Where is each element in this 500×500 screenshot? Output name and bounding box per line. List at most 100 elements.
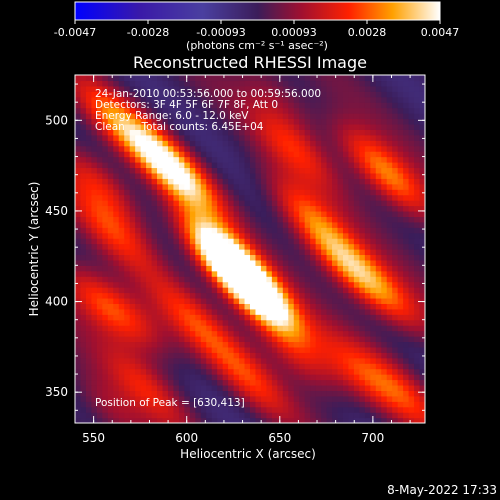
heatmap-cell [157, 303, 164, 310]
heatmap-cell [260, 330, 268, 337]
heatmap-cell [250, 167, 257, 174]
heatmap-cell [157, 379, 164, 386]
heatmap-cell [244, 227, 251, 234]
heatmap-cell [228, 221, 235, 228]
heatmap-cell [370, 357, 377, 364]
heatmap-cell [151, 357, 158, 364]
heatmap-cell [315, 172, 322, 179]
heatmap-cell [173, 401, 180, 408]
heatmap-cell [332, 417, 339, 423]
heatmap-cell [266, 406, 273, 413]
heatmap-cell [222, 308, 229, 315]
heatmap-cell [135, 216, 142, 223]
heatmap-cell [222, 341, 229, 348]
heatmap-cell [222, 406, 229, 413]
heatmap-cell [266, 178, 273, 185]
heatmap-cell [140, 91, 147, 98]
heatmap-cell [233, 140, 240, 147]
heatmap-cell [80, 113, 87, 120]
heatmap-cell [75, 412, 82, 419]
heatmap-cell [397, 330, 404, 337]
heatmap-cell [282, 395, 289, 402]
heatmap-cell [392, 406, 399, 413]
heatmap-cell [146, 390, 153, 397]
heatmap-cell [157, 200, 164, 207]
heatmap-cell [364, 80, 371, 87]
heatmap-cell [332, 145, 339, 152]
colorbar [74, 1, 441, 21]
heatmap-cell [342, 178, 350, 185]
heatmap-cell [75, 200, 82, 207]
heatmap-cell [414, 308, 421, 315]
heatmap-cell [282, 287, 289, 294]
heatmap-cell [381, 276, 388, 283]
heatmap-cell [195, 287, 202, 294]
heatmap-cell [206, 216, 213, 223]
heatmap-cell [260, 412, 268, 419]
heatmap-cell [135, 363, 142, 370]
heatmap-cell [206, 75, 213, 82]
heatmap-cell [206, 107, 213, 114]
heatmap-cell [288, 205, 295, 212]
heatmap-cell [321, 406, 328, 413]
heatmap-cell [370, 379, 377, 386]
heatmap-cell [151, 292, 158, 299]
heatmap-cell [102, 205, 109, 212]
heatmap-cell [146, 194, 153, 201]
heatmap-cell [364, 292, 371, 299]
heatmap-cell [200, 325, 207, 332]
heatmap-cell [113, 325, 120, 332]
heatmap-cell [250, 151, 257, 158]
heatmap-cell [118, 210, 125, 217]
heatmap-cell [370, 314, 377, 321]
heatmap-cell [375, 341, 382, 348]
heatmap-cell [288, 276, 295, 283]
heatmap-cell [75, 287, 82, 294]
heatmap-cell [140, 379, 147, 386]
heatmap-cell [178, 281, 185, 288]
heatmap-cell [129, 145, 136, 152]
heatmap-cell [304, 368, 311, 375]
heatmap-cell [118, 417, 125, 423]
heatmap-cell [381, 287, 388, 294]
heatmap-cell [184, 91, 191, 98]
heatmap-cell [80, 194, 87, 201]
heatmap-cell [310, 395, 317, 402]
heatmap-cell [348, 140, 355, 147]
heatmap-cell [140, 401, 147, 408]
heatmap-cell [370, 265, 377, 272]
heatmap-cell [288, 368, 295, 375]
heatmap-cell [381, 384, 388, 391]
heatmap-cell [370, 227, 377, 234]
heatmap-cell [173, 412, 180, 419]
heatmap-cell [140, 80, 147, 87]
heatmap-cell [206, 270, 213, 277]
heatmap-cell [200, 118, 207, 125]
heatmap-cell [228, 259, 235, 266]
heatmap-cell [271, 276, 278, 283]
heatmap-cell [321, 259, 328, 266]
heatmap-cell [364, 363, 371, 370]
heatmap-cell [195, 357, 202, 364]
heatmap-cell [195, 183, 202, 190]
heatmap-cell [342, 276, 350, 283]
heatmap-cell [157, 336, 164, 343]
heatmap-cell [315, 140, 322, 147]
heatmap-cell [386, 401, 393, 408]
heatmap-cell [364, 200, 371, 207]
heatmap-cell [403, 319, 410, 326]
heatmap-cell [107, 75, 114, 82]
heatmap-cell [342, 75, 350, 82]
heatmap-cell [129, 297, 136, 304]
heatmap-cell [260, 243, 268, 250]
heatmap-cell [375, 346, 382, 353]
heatmap-cell [414, 314, 421, 321]
heatmap-cell [173, 85, 180, 92]
y-tick-label: 400 [45, 295, 68, 309]
heatmap-cell [392, 140, 399, 147]
heatmap-cell [80, 243, 87, 250]
heatmap-cell [386, 221, 393, 228]
heatmap-cell [195, 308, 202, 315]
heatmap-cell [178, 406, 185, 413]
heatmap-cell [277, 167, 284, 174]
